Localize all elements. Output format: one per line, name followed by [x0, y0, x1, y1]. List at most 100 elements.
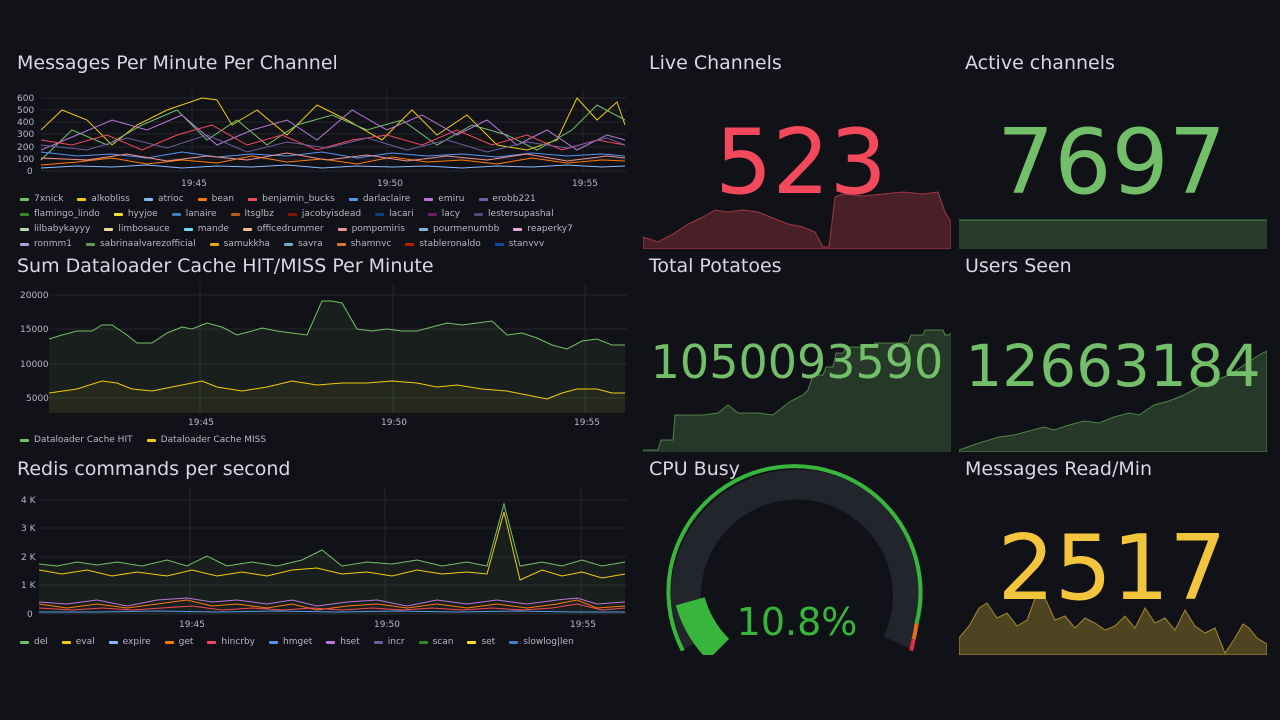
legend-item[interactable]: Dataloader Cache MISS [146, 433, 267, 447]
redis-hincrby-line [38, 603, 626, 611]
legend-item[interactable]: lacari [375, 209, 414, 219]
xtick: 19:50 [374, 620, 400, 630]
legend-swatch [418, 227, 428, 231]
legend-item[interactable]: samukkha [209, 239, 270, 246]
messages-chart[interactable]: 600 500 400 300 200 100 0 19:45 19:50 19… [17, 90, 629, 220]
legend-swatch [113, 212, 123, 216]
messages-xaxis: 19:45 19:50 19:55 [181, 179, 598, 189]
live-channels-title[interactable]: Live Channels [649, 52, 782, 74]
legend-item[interactable]: atrioc [143, 194, 184, 204]
legend-swatch [427, 212, 437, 216]
legend-item[interactable]: set [467, 635, 495, 649]
redis-hset-line [38, 597, 626, 607]
legend-item[interactable]: flamingo_lindo [20, 209, 100, 219]
legend-item[interactable]: limbosauce [104, 224, 170, 234]
total-potatoes-title[interactable]: Total Potatoes [649, 255, 782, 277]
legend-swatch [337, 227, 347, 231]
legend-label: shamnyc [350, 239, 392, 246]
dataloader-miss-line [48, 380, 625, 400]
legend-swatch [183, 227, 193, 231]
redis-panel-title[interactable]: Redis commands per second [17, 458, 291, 480]
active-channels-panel: Active channels 7697 [959, 52, 1267, 249]
legend-label: pompomiris [351, 224, 405, 234]
legend-item[interactable]: scan [418, 635, 454, 649]
legend-item[interactable]: 7xnick [20, 194, 63, 204]
legend-item[interactable]: stableronaldo [405, 239, 481, 246]
legend-label: reaperky7 [527, 224, 573, 234]
legend-label: set [481, 637, 496, 647]
legend-item[interactable]: sabrinaalvarezofficial [85, 239, 196, 246]
xtick: 19:45 [179, 620, 205, 630]
legend-item[interactable]: ronmm1 [20, 239, 72, 246]
dataloader-chart[interactable]: 20000 15000 10000 5000 19:45 19:50 19:55 [17, 283, 629, 433]
legend-label: darlaclaire [362, 194, 411, 204]
messages-panel-title[interactable]: Messages Per Minute Per Channel [17, 52, 338, 74]
legend-item[interactable]: darlaclaire [348, 194, 411, 204]
legend-item[interactable]: lacy [427, 209, 460, 219]
active-channels-sparkline [959, 219, 1267, 249]
legend-item[interactable]: incr [373, 635, 405, 649]
legend-item[interactable]: hincrby [207, 635, 255, 649]
legend-item[interactable]: jacobyisdead [287, 209, 361, 219]
gauge-threshold-red [909, 638, 916, 652]
legend-item[interactable]: expire [108, 635, 151, 649]
legend-item[interactable]: slowlog|len [509, 635, 574, 649]
legend-label: eval [75, 637, 95, 647]
legend-label: scan [432, 637, 454, 647]
legend-item[interactable]: erobb221 [478, 194, 536, 204]
legend-item[interactable]: hmget [269, 635, 312, 649]
legend-item[interactable]: lilbabykayyy [20, 224, 90, 234]
legend-item[interactable]: get [164, 635, 193, 649]
legend-item[interactable]: benjamin_bucks [248, 194, 335, 204]
legend-label: bean [211, 194, 235, 204]
legend-item[interactable]: del [20, 635, 48, 649]
legend-swatch [326, 640, 336, 644]
legend-item[interactable]: alkobliss [77, 194, 130, 204]
legend-item[interactable]: ltsglbz [230, 209, 274, 219]
legend-label: ltsglbz [244, 209, 274, 219]
legend-item[interactable]: reaperky7 [513, 224, 573, 234]
legend-item[interactable]: officedrummer [242, 224, 324, 234]
cpu-busy-value: 10.8% [737, 600, 858, 644]
legend-item[interactable]: lanaire [171, 209, 217, 219]
legend-item[interactable]: bean [197, 194, 235, 204]
legend-item[interactable]: hyyjoe [113, 209, 158, 219]
cpu-busy-title[interactable]: CPU Busy [649, 458, 740, 480]
ytick: 10000 [20, 360, 49, 370]
legend-swatch [467, 640, 477, 644]
legend-label: erobb221 [492, 194, 536, 204]
legend-item[interactable]: Dataloader Cache HIT [20, 433, 133, 447]
legend-swatch [474, 212, 484, 216]
xtick: 19:55 [572, 179, 598, 189]
legend-item[interactable]: mande [183, 224, 229, 234]
legend-swatch [20, 212, 29, 216]
legend-item[interactable]: sayra [283, 239, 323, 246]
active-channels-value: 7697 [996, 110, 1227, 215]
legend-label: sayra [297, 239, 323, 246]
messages-yaxis: 600 500 400 300 200 100 0 [17, 94, 34, 177]
legend-item[interactable]: lestersupashal [474, 209, 554, 219]
cpu-busy-gauge: 10.8% [666, 464, 923, 655]
redis-chart[interactable]: 4 K 3 K 2 K 1 K 0 19:45 19:50 19:55 [17, 488, 629, 638]
live-channels-value: 523 [715, 110, 887, 215]
legend-item[interactable]: pourmenumbb [418, 224, 499, 234]
legend-item[interactable]: eval [61, 635, 95, 649]
legend-item[interactable]: hset [326, 635, 360, 649]
legend-item[interactable]: shamnyc [336, 239, 392, 246]
legend-label: officedrummer [256, 224, 324, 234]
redis-hmget-line [39, 610, 625, 613]
ytick: 100 [17, 155, 34, 165]
legend-label: del [34, 637, 48, 647]
legend-item[interactable]: emiru [424, 194, 465, 204]
legend-swatch [242, 227, 252, 231]
legend-label: Dataloader Cache MISS [160, 435, 267, 445]
dataloader-panel-title[interactable]: Sum Dataloader Cache HIT/MISS Per Minute [17, 255, 434, 277]
legend-item[interactable]: stanyyy [494, 239, 544, 246]
ytick: 20000 [20, 291, 49, 301]
ytick: 15000 [20, 325, 49, 335]
active-channels-title[interactable]: Active channels [965, 52, 1115, 74]
messages-read-title[interactable]: Messages Read/Min [965, 458, 1153, 480]
users-seen-title[interactable]: Users Seen [965, 255, 1072, 277]
redis-yaxis: 4 K 3 K 2 K 1 K 0 [21, 496, 37, 620]
legend-item[interactable]: pompomiris [337, 224, 405, 234]
